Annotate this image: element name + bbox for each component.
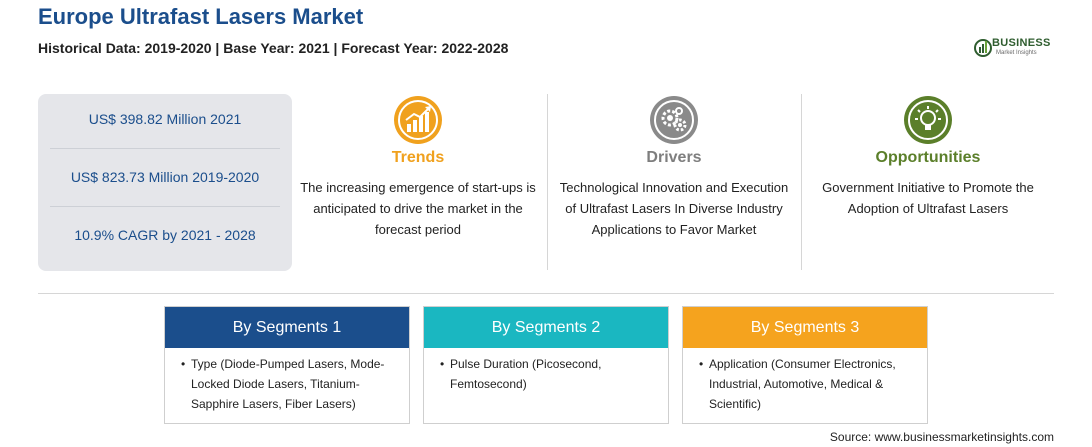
column-divider — [801, 94, 802, 270]
opportunities-column: Opportunities Government Initiative to P… — [808, 94, 1048, 274]
segment-3-body: • Application (Consumer Electronics, Ind… — [683, 348, 927, 414]
logo-word-market-insights: Market Insights — [996, 50, 1037, 56]
segment-3-title: By Segments 3 — [683, 307, 927, 348]
segment-1-body: • Type (Diode-Pumped Lasers, Mode-Locked… — [165, 348, 409, 414]
logo-word-business: BUSINESS — [992, 37, 1051, 49]
key-stats-panel: US$ 398.82 Million 2021 US$ 823.73 Milli… — [38, 94, 292, 271]
stat-cagr: 10.9% CAGR by 2021 - 2028 — [74, 227, 256, 243]
bullet: • — [440, 357, 445, 371]
stat-divider — [50, 148, 280, 149]
lightbulb-icon — [904, 96, 952, 144]
column-divider — [547, 94, 548, 270]
opportunities-text: Government Initiative to Promote the Ado… — [822, 180, 1034, 216]
business-market-insights-logo[interactable]: BUSINESS Market Insights — [974, 36, 1064, 60]
source-credit[interactable]: Source: www.businessmarketinsights.com — [829, 430, 1054, 444]
stat-market-value-2021: US$ 398.82 Million 2021 — [88, 111, 242, 127]
drivers-heading: Drivers — [646, 149, 702, 166]
segment-3-text: Application (Consumer Electronics, Indus… — [709, 357, 896, 411]
section-divider — [38, 293, 1054, 294]
segment-1-text: Type (Diode-Pumped Lasers, Mode-Locked D… — [191, 357, 385, 411]
segment-2-title: By Segments 2 — [424, 307, 668, 348]
trends-column: Trends The increasing emergence of start… — [298, 94, 538, 274]
page-title: Europe Ultrafast Lasers Market — [38, 4, 364, 29]
stat-market-value-historical: US$ 823.73 Million 2019-2020 — [70, 169, 260, 185]
trends-heading: Trends — [391, 149, 445, 166]
segment-2-text: Pulse Duration (Picosecond, Femtosecond) — [450, 357, 602, 391]
segment-card-1: By Segments 1 • Type (Diode-Pumped Laser… — [164, 306, 410, 424]
drivers-text: Technological Innovation and Execution o… — [559, 180, 789, 237]
chart-growth-icon — [394, 96, 442, 144]
trends-text: The increasing emergence of start-ups is… — [300, 180, 536, 237]
stat-divider — [50, 206, 280, 207]
gears-icon — [650, 96, 698, 144]
drivers-column: Drivers Technological Innovation and Exe… — [556, 94, 792, 274]
bullet: • — [181, 357, 186, 371]
opportunities-heading: Opportunities — [875, 149, 981, 166]
page-subtitle: Historical Data: 2019-2020 | Base Year: … — [38, 40, 509, 56]
segment-card-2: By Segments 2 • Pulse Duration (Picoseco… — [423, 306, 669, 424]
bullet: • — [699, 357, 704, 371]
segment-2-body: • Pulse Duration (Picosecond, Femtosecon… — [424, 348, 668, 394]
segment-1-title: By Segments 1 — [165, 307, 409, 348]
segment-card-3: By Segments 3 • Application (Consumer El… — [682, 306, 928, 424]
logo-mark-icon — [974, 39, 992, 57]
